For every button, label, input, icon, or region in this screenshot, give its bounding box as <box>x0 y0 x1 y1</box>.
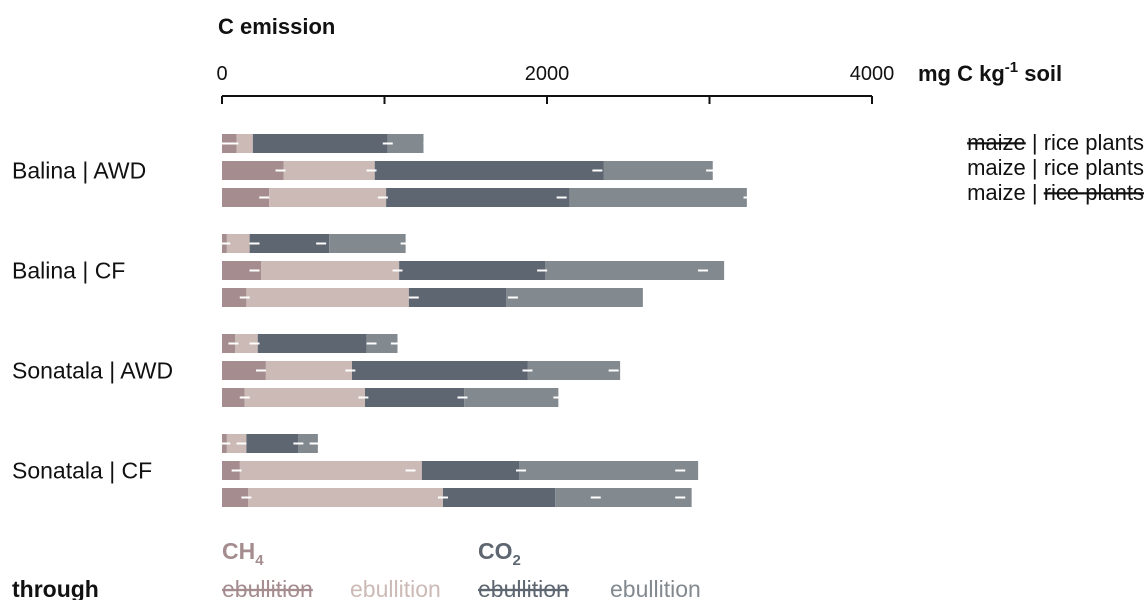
bar-segment <box>235 334 258 353</box>
bar-segment <box>252 134 388 153</box>
x-tick-label: 2000 <box>525 63 570 85</box>
bar-segment <box>443 488 556 507</box>
bar-segment <box>222 488 248 507</box>
bar-segment <box>261 261 400 280</box>
x-axis-unit-label: mg C kg-1 soil <box>918 59 1062 86</box>
bar-segment <box>408 288 507 307</box>
legend-through-label: through <box>12 576 99 600</box>
bar-segment <box>236 134 253 153</box>
bar-segment <box>248 488 443 507</box>
group-label: Balina | CF <box>12 258 125 284</box>
group-label: Sonatala | AWD <box>12 358 173 384</box>
series-legend-entry: ebullition <box>478 576 569 600</box>
bar-segment <box>249 234 330 253</box>
bar-segment <box>222 188 270 207</box>
bar-segment <box>298 434 318 453</box>
bar-segment <box>366 334 398 353</box>
bar-segment <box>329 234 406 253</box>
x-axis: 0 2000 4000 <box>216 63 894 104</box>
bar-segment <box>421 461 520 480</box>
group-labels: Balina | AWD Balina | CF Sonatala | AWD Son… <box>12 158 173 484</box>
bar-segment <box>246 434 299 453</box>
bar-segment <box>399 261 546 280</box>
series-legend-entry: ebullition <box>222 576 313 600</box>
bar-segment <box>603 161 713 180</box>
bar-segment <box>246 288 409 307</box>
bar-segment <box>239 461 422 480</box>
bar-segment <box>569 188 747 207</box>
series-legend: CH4 CO2 through ebullition ebullition ebul… <box>12 538 701 600</box>
x-tick-label: 0 <box>216 63 227 85</box>
treatment-legend-entry: maize | rice plants <box>967 155 1144 180</box>
bar-segment <box>545 261 725 280</box>
bar-segment <box>265 361 352 380</box>
bar-segment <box>506 288 643 307</box>
bar-segment <box>222 288 247 307</box>
bar-segment <box>555 488 692 507</box>
bar-segment <box>222 461 240 480</box>
bar-segment <box>387 134 424 153</box>
bar-segment <box>222 388 245 407</box>
bar-segment <box>257 334 367 353</box>
bar-segment <box>365 388 465 407</box>
treatment-legend-entry: maize | rice plants <box>967 130 1144 155</box>
bar-segment <box>222 261 261 280</box>
bar-segment <box>283 161 375 180</box>
group-label: Sonatala | CF <box>12 458 152 484</box>
bar-segment <box>352 361 528 380</box>
treatment-legend-entry: maize | rice plants <box>967 180 1144 205</box>
bar-segment <box>226 234 250 253</box>
legend-co2-label: CO2 <box>478 538 521 569</box>
x-tick-label: 4000 <box>850 63 895 85</box>
legend-ch4-label: CH4 <box>222 538 264 569</box>
group-label: Balina | AWD <box>12 158 146 184</box>
bar-segment <box>386 188 570 207</box>
bar-segment <box>269 188 387 207</box>
series-legend-entry: ebullition <box>610 576 701 600</box>
series-legend-entry: ebullition <box>350 576 441 600</box>
bars-layer <box>222 134 747 507</box>
error-bars-layer <box>220 142 754 499</box>
chart-title: C emission <box>218 14 335 39</box>
bar-segment <box>464 388 559 407</box>
bar-segment <box>519 461 699 480</box>
bar-segment <box>527 361 621 380</box>
bar-segment <box>222 161 284 180</box>
bar-segment <box>374 161 604 180</box>
bar-segment <box>222 361 266 380</box>
bar-segment <box>244 388 365 407</box>
